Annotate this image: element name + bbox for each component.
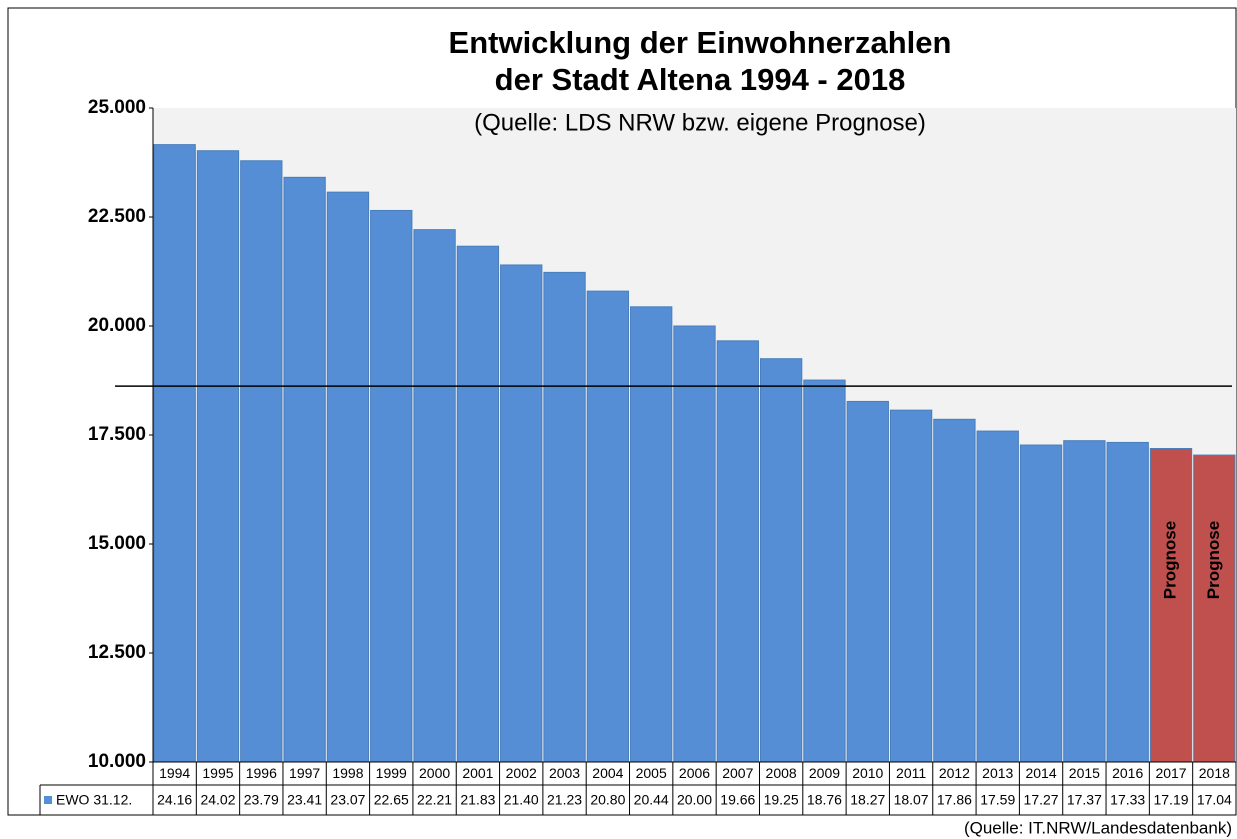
y-tick-label: 15.000 bbox=[88, 533, 146, 554]
x-tick-label: 1998 bbox=[332, 765, 363, 781]
bar bbox=[1106, 441, 1149, 763]
bar bbox=[586, 290, 630, 763]
y-tick-label: 10.000 bbox=[88, 751, 146, 772]
bar bbox=[630, 306, 673, 763]
chart-title: der Stadt Altena 1994 - 2018 bbox=[495, 62, 906, 97]
data-label: 18.27 bbox=[850, 792, 885, 808]
data-label: 21.40 bbox=[504, 792, 539, 808]
subtitle: (Quelle: LDS NRW bzw. eigene Prognose) bbox=[474, 109, 926, 136]
x-tick-label: 2003 bbox=[549, 765, 580, 781]
y-tick-label: 17.500 bbox=[88, 424, 146, 445]
x-tick-label: 2007 bbox=[722, 765, 753, 781]
bar bbox=[283, 176, 326, 763]
data-label: 19.25 bbox=[764, 792, 799, 808]
data-label: 17.37 bbox=[1067, 792, 1102, 808]
legend-label: EWO 31.12. bbox=[56, 792, 132, 808]
x-tick-label: 2018 bbox=[1199, 765, 1230, 781]
data-label: 17.86 bbox=[937, 792, 972, 808]
data-label: 17.19 bbox=[1153, 792, 1188, 808]
bar bbox=[326, 191, 370, 763]
data-label: 23.41 bbox=[287, 792, 322, 808]
y-tick-label: 20.000 bbox=[88, 315, 146, 336]
bar bbox=[543, 271, 586, 763]
x-tick-label: 2000 bbox=[419, 765, 450, 781]
x-tick-label: 2009 bbox=[809, 765, 840, 781]
bar bbox=[976, 430, 1019, 763]
bar bbox=[1063, 440, 1106, 763]
x-tick-label: 2013 bbox=[982, 765, 1013, 781]
x-tick-label: 2010 bbox=[852, 765, 883, 781]
x-tick-label: 1994 bbox=[159, 765, 190, 781]
bar bbox=[370, 209, 413, 763]
chart-title: Entwicklung der Einwohnerzahlen bbox=[449, 25, 952, 60]
bar bbox=[456, 245, 500, 763]
y-tick-label: 25.000 bbox=[88, 97, 146, 118]
bar bbox=[803, 379, 846, 763]
x-tick-label: 2011 bbox=[896, 765, 926, 781]
data-label: 20.00 bbox=[677, 792, 712, 808]
bar bbox=[1193, 454, 1236, 763]
bar-label: Prognose bbox=[1204, 521, 1223, 599]
x-tick-label: 1996 bbox=[246, 765, 277, 781]
bar bbox=[196, 150, 240, 763]
x-tick-label: 2005 bbox=[636, 765, 667, 781]
data-label: 17.27 bbox=[1024, 792, 1059, 808]
x-tick-label: 2001 bbox=[462, 765, 493, 781]
data-label: 17.33 bbox=[1110, 792, 1145, 808]
bar bbox=[1019, 444, 1063, 763]
y-tick-label: 12.500 bbox=[88, 642, 146, 663]
data-label: 24.02 bbox=[200, 792, 235, 808]
x-tick-label: 2015 bbox=[1069, 765, 1100, 781]
data-label: 21.23 bbox=[547, 792, 582, 808]
data-label: 21.83 bbox=[460, 792, 495, 808]
data-label: 20.44 bbox=[634, 792, 669, 808]
bar bbox=[716, 340, 759, 763]
bar bbox=[413, 229, 456, 763]
bar bbox=[240, 160, 283, 763]
data-label: 23.07 bbox=[330, 792, 365, 808]
data-label: 20.80 bbox=[590, 792, 625, 808]
x-tick-label: 2006 bbox=[679, 765, 710, 781]
plot: 10.000 12.500 15.000 17.500 20.000 22.500 25.0… bbox=[39, 97, 1237, 816]
x-tick-label: 1999 bbox=[376, 765, 407, 781]
x-tick-label: 2014 bbox=[1025, 765, 1056, 781]
x-tick-label: 2017 bbox=[1155, 765, 1186, 781]
data-label: 17.59 bbox=[980, 792, 1015, 808]
bar bbox=[759, 358, 803, 763]
data-label: 19.66 bbox=[720, 792, 755, 808]
x-tick-label: 1997 bbox=[289, 765, 320, 781]
bar bbox=[846, 400, 889, 763]
bar bbox=[889, 409, 933, 763]
x-tick-label: 2002 bbox=[506, 765, 537, 781]
x-tick-label: 2004 bbox=[592, 765, 623, 781]
data-label: 23.79 bbox=[244, 792, 279, 808]
bar bbox=[1149, 448, 1193, 763]
bar bbox=[673, 325, 716, 763]
x-tick-label: 2012 bbox=[939, 765, 970, 781]
data-label: 18.76 bbox=[807, 792, 842, 808]
bar bbox=[933, 418, 976, 763]
data-label: 17.04 bbox=[1197, 792, 1232, 808]
x-tick-label: 1995 bbox=[202, 765, 233, 781]
bar bbox=[153, 144, 196, 763]
data-label: 22.21 bbox=[417, 792, 452, 808]
data-label: 24.16 bbox=[157, 792, 192, 808]
x-tick-label: 2008 bbox=[766, 765, 797, 781]
legend-swatch bbox=[44, 796, 52, 804]
bar bbox=[500, 264, 543, 763]
bar-label: Prognose bbox=[1161, 521, 1180, 599]
data-label: 22.65 bbox=[374, 792, 409, 808]
source: (Quelle: IT.NRW/Landesdatenbank) bbox=[964, 818, 1232, 837]
x-tick-label: 2016 bbox=[1112, 765, 1143, 781]
data-label: 18.07 bbox=[894, 792, 929, 808]
y-tick-label: 22.500 bbox=[88, 206, 146, 227]
